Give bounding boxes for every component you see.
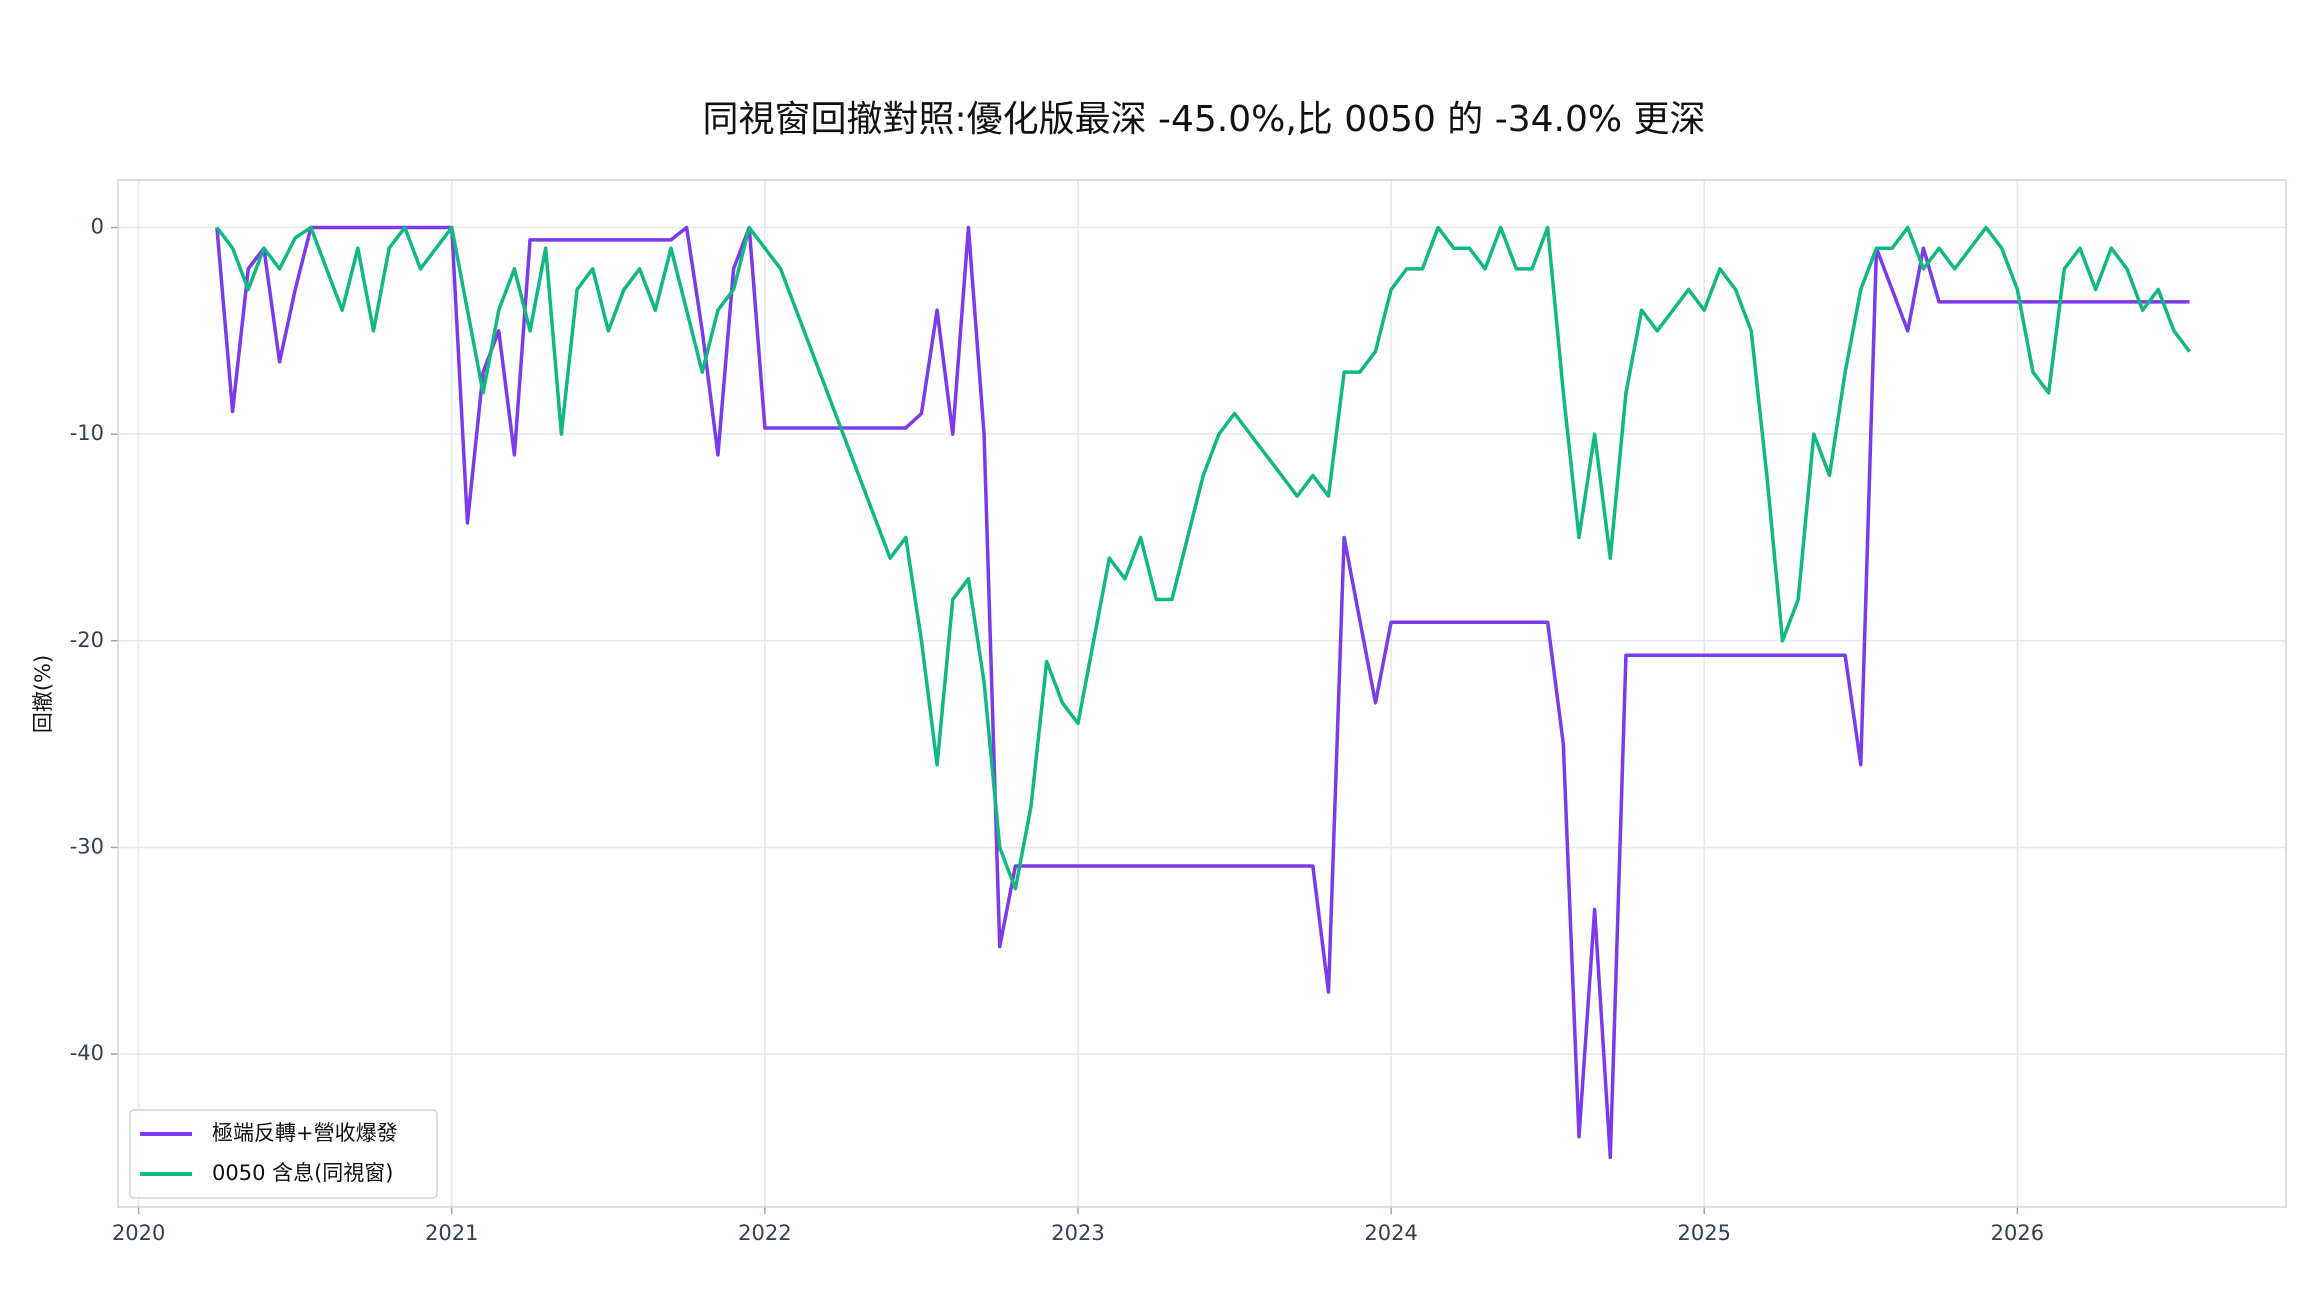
plot-frame — [117, 179, 2287, 1208]
series-line — [215, 225, 2191, 891]
x-tick-label: 2023 — [1051, 1221, 1104, 1245]
y-tick-label: -40 — [70, 1041, 104, 1065]
x-tick-label: 2026 — [1991, 1221, 2044, 1245]
legend-box — [129, 1109, 438, 1199]
series-line — [215, 225, 2190, 1160]
y-tick-label: 0 — [91, 215, 104, 239]
x-tick-label: 2021 — [425, 1221, 478, 1245]
y-tick-label: -30 — [70, 834, 104, 858]
y-axis-label: 回撤(%) — [31, 655, 55, 733]
y-tick-label: -10 — [70, 421, 104, 445]
legend-label: 0050 含息(同視窗) — [212, 1161, 394, 1185]
x-tick-label: 2024 — [1364, 1221, 1417, 1245]
x-tick-label: 2025 — [1678, 1221, 1731, 1245]
legend-label: 極端反轉+營收爆發 — [212, 1121, 398, 1145]
y-tick-label: -20 — [70, 628, 104, 652]
x-tick-label: 2022 — [738, 1221, 791, 1245]
legend: 極端反轉+營收爆發 0050 含息(同視窗) — [129, 1109, 438, 1199]
chart-title: 同視窗回撤對照:優化版最深 -45.0%,比 0050 的 -34.0% 更深 — [702, 99, 1705, 140]
x-tick-label: 2020 — [112, 1221, 165, 1245]
